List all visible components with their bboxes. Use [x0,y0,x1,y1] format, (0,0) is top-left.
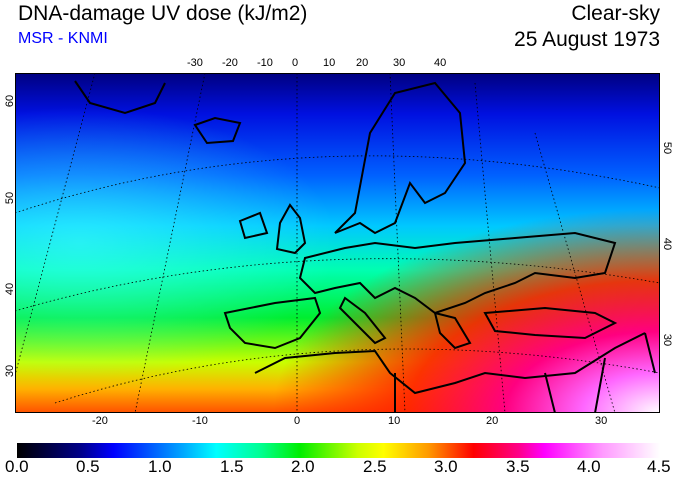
coastlines [74,80,656,413]
great-britain [275,203,307,255]
map-date: 25 August 1973 [514,28,660,51]
colorbar-label: 0.5 [76,457,100,476]
left-lat-label: 30 [4,364,17,378]
top-lon-label: 20 [356,57,369,69]
source-label: MSR - KNMI [18,30,108,47]
colorbar-label: 2.5 [363,457,387,476]
dose-field-hotspot [15,73,660,413]
top-lon-label: 10 [323,57,336,69]
colorbar-label: 3.5 [506,457,530,476]
scandinavia [334,81,467,235]
colorbar-label: 0.0 [5,457,29,476]
iberia [223,296,322,350]
ireland [238,211,269,240]
top-lon-label: -10 [257,57,273,69]
greenland-coast [74,80,166,115]
left-lat-label: 60 [4,94,17,108]
top-lon-label: 0 [292,57,299,69]
sky-condition: Clear-sky [571,2,660,25]
top-lon-label: -20 [222,57,238,69]
top-lon-label: -30 [187,57,203,69]
bottom-lon-label: 20 [486,415,499,427]
colorbar-label: 1.5 [220,457,244,476]
north-africa-coast [254,332,646,395]
uv-dose-map [15,73,660,413]
right-lat-label: 30 [661,333,674,347]
map-frame [15,73,660,413]
right-lat-label: 40 [661,237,674,251]
colorbar-label: 1.0 [148,457,172,476]
borders [394,332,656,413]
graticule [15,73,660,413]
iceland [193,116,242,145]
top-lon-label: 40 [434,57,447,69]
map-title: DNA-damage UV dose (kJ/m2) [18,2,308,25]
left-lat-label: 50 [4,191,17,205]
left-lat-label: 40 [4,282,17,296]
top-lon-label: 30 [393,57,406,69]
colorbar-label: 3.0 [434,457,458,476]
mainland-europe [298,231,617,315]
colorbar [17,443,660,458]
bottom-lon-label: -20 [92,415,108,427]
greece [433,311,472,350]
bottom-lon-label: 30 [595,415,608,427]
bottom-lon-label: 10 [388,415,401,427]
colorbar-label: 4.5 [647,457,671,476]
bottom-lon-label: -10 [192,415,208,427]
bottom-lon-label: 0 [294,415,301,427]
colorbar-label: 4.0 [577,457,601,476]
turkey [483,306,618,340]
italy [338,296,387,345]
right-lat-label: 50 [661,141,674,155]
colorbar-label: 2.0 [291,457,315,476]
